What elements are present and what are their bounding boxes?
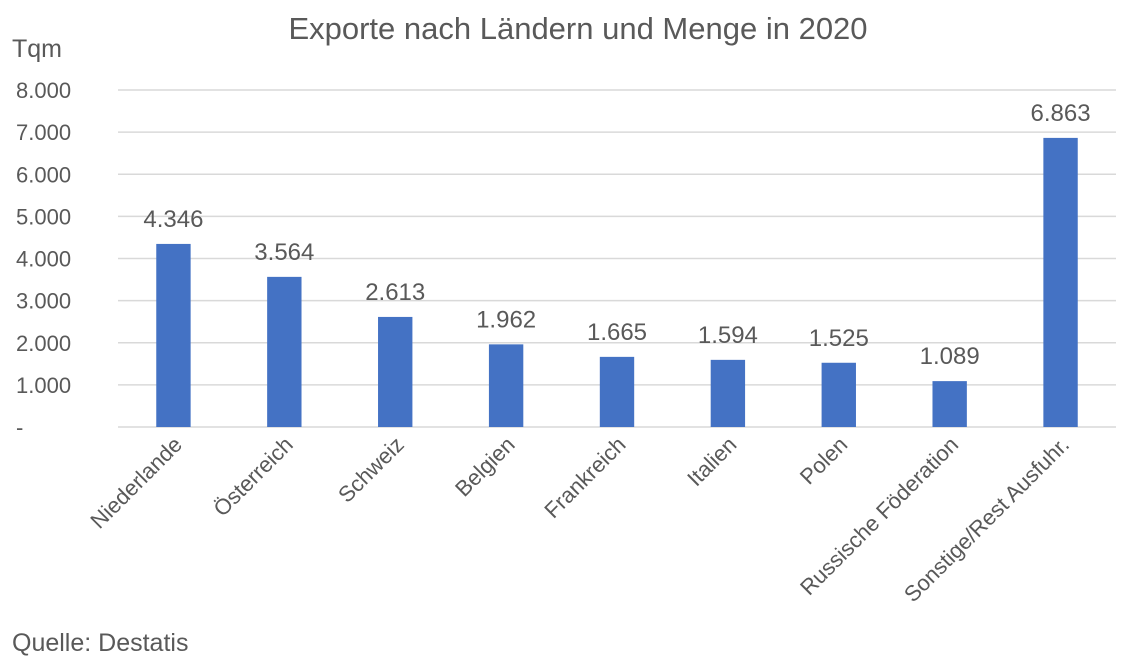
- category-label: Italien: [682, 432, 741, 491]
- category-label: Belgien: [450, 432, 520, 502]
- bar: [488, 344, 524, 427]
- bar: [821, 362, 856, 427]
- category-label: Schweiz: [333, 432, 409, 508]
- chart-title: Exporte nach Ländern und Menge in 2020: [288, 11, 867, 46]
- y-tick-label: 2.000: [16, 331, 71, 356]
- data-labels: 4.346 3.564 2.613 1.962 1.665 1.594 1.525 1.089…: [143, 100, 1090, 370]
- bars: [156, 137, 1078, 427]
- data-label: 4.346: [143, 206, 203, 233]
- y-tick-label: 1.000: [16, 373, 71, 398]
- y-tick-label: 7.000: [16, 120, 71, 145]
- bar: [267, 276, 302, 427]
- x-axis-category-labels: Niederlande Österreich Schweiz Belgien Frank…: [85, 432, 1074, 607]
- y-tick-label: -: [16, 415, 23, 440]
- y-tick-label: 3.000: [16, 289, 71, 314]
- bar: [599, 356, 635, 427]
- y-axis-tick-labels: - 1.000 2.000 3.000 4.000 5.000 6.000 7.000 8.00…: [16, 78, 71, 440]
- data-label: 6.863: [1031, 100, 1091, 127]
- data-label: 1.525: [809, 325, 869, 352]
- y-tick-label: 6.000: [16, 162, 71, 187]
- y-tick-label: 4.000: [16, 247, 71, 272]
- category-label: Niederlande: [85, 432, 187, 534]
- bar: [710, 359, 746, 427]
- data-label: 3.564: [254, 239, 314, 266]
- bar: [932, 381, 967, 427]
- data-label: 2.613: [365, 279, 425, 306]
- y-axis-unit-label: Tqm: [12, 35, 62, 63]
- y-tick-label: 8.000: [16, 78, 71, 103]
- data-label: 1.962: [476, 306, 536, 333]
- bar: [1043, 137, 1078, 427]
- bar: [378, 316, 413, 427]
- source-note: Quelle: Destatis: [12, 629, 188, 657]
- bar: [156, 243, 191, 427]
- data-label: 1.089: [920, 343, 980, 370]
- category-label: Frankreich: [539, 432, 630, 523]
- data-label: 1.665: [587, 319, 647, 346]
- category-label: Österreich: [208, 432, 297, 521]
- data-label: 1.594: [698, 322, 758, 349]
- y-tick-label: 5.000: [16, 204, 71, 229]
- category-label: Polen: [795, 432, 852, 489]
